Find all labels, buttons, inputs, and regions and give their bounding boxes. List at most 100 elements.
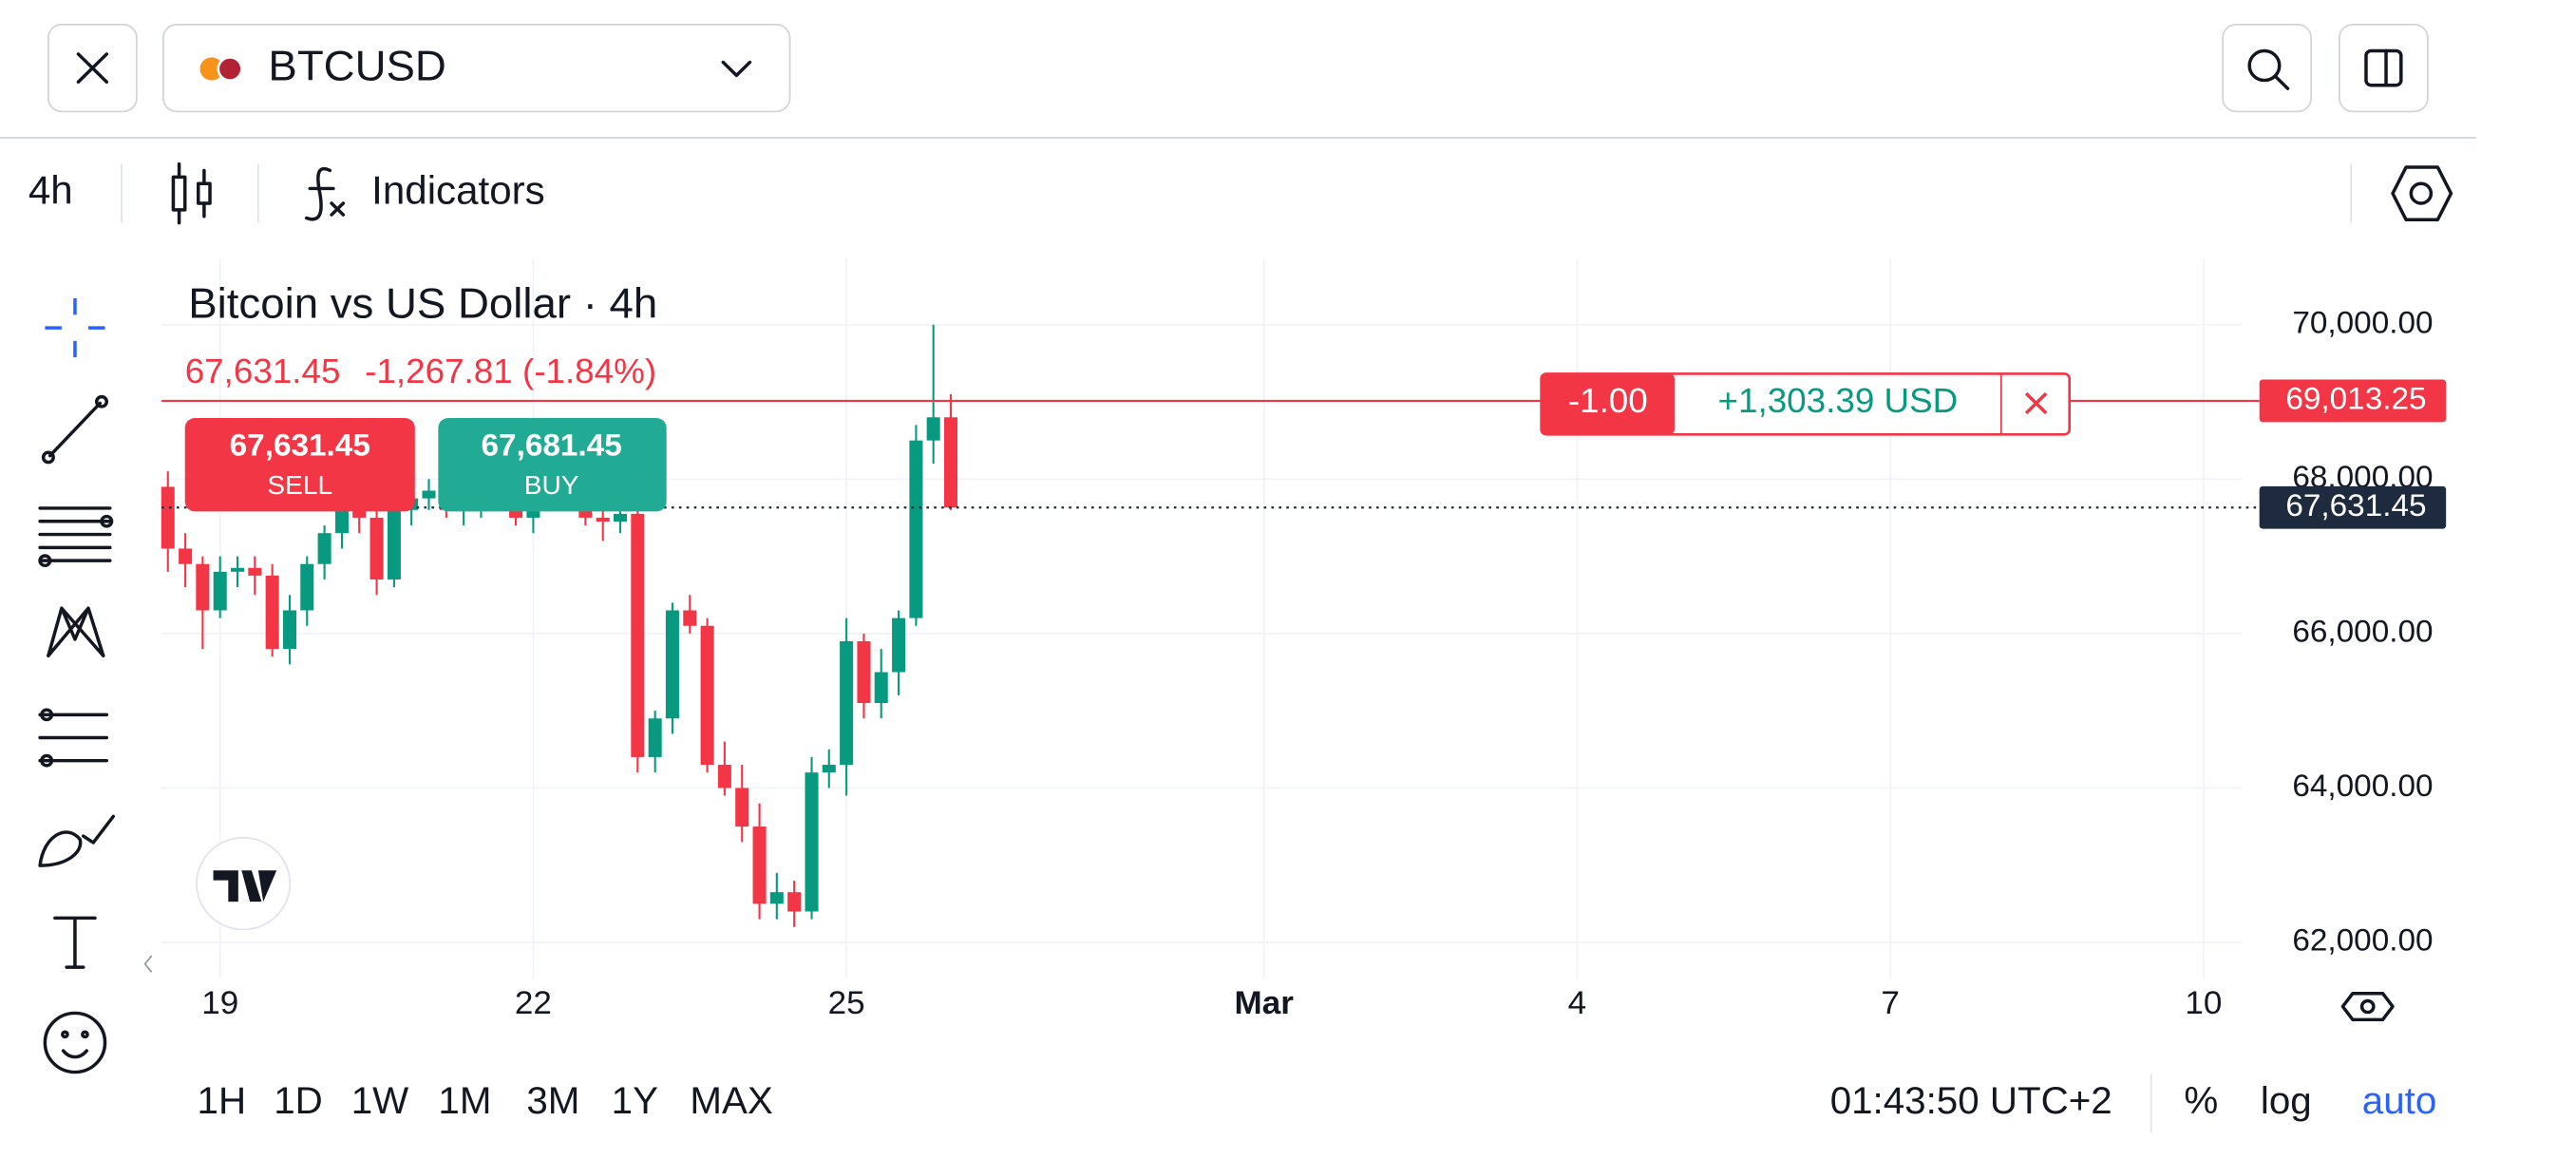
brush-tool[interactable] <box>38 814 116 867</box>
candle-body <box>317 533 331 564</box>
search-icon <box>2247 48 2282 83</box>
candle-body <box>857 640 871 704</box>
log-toggle[interactable]: log <box>2261 1080 2312 1122</box>
candle-body <box>369 517 384 580</box>
y-tick-label: 70,000.00 <box>2292 306 2433 341</box>
candle-body <box>735 788 749 827</box>
range-button[interactable]: 3M <box>526 1080 579 1122</box>
candle-body <box>596 517 610 522</box>
position-qty: -1.00 <box>1568 381 1648 420</box>
x-tick-label: 7 <box>1881 985 1900 1021</box>
position-pnl: +1,303.39 USD <box>1718 381 1959 420</box>
tradingview-logo-mark <box>213 870 277 902</box>
close-icon <box>76 52 109 85</box>
interval-button[interactable]: 4h <box>28 168 73 213</box>
candle-body <box>300 563 314 611</box>
price-label: 67,631.45 <box>2285 488 2426 523</box>
x-tick-label: 4 <box>1568 985 1587 1021</box>
price-change: -1,267.81 (-1.84%) <box>365 352 656 390</box>
settings-icon[interactable] <box>2391 165 2453 221</box>
candle-body <box>700 625 714 766</box>
symbol-selector[interactable] <box>162 24 791 113</box>
indicators-icon[interactable] <box>305 167 346 221</box>
candle-body <box>387 509 401 580</box>
axis-settings-icon-center <box>2359 998 2376 1015</box>
panel-button[interactable] <box>2339 24 2429 113</box>
price-label-bg <box>2259 379 2447 423</box>
candle-body <box>179 548 193 564</box>
range-button[interactable]: 1H <box>198 1080 247 1122</box>
position-qty-bg <box>1541 373 1675 435</box>
candle-body <box>944 417 958 508</box>
candle-body <box>422 490 436 499</box>
candle-body <box>665 610 679 719</box>
chart-title: Bitcoin vs US Dollar · 4h <box>188 279 657 328</box>
settings-icon-center <box>2409 181 2434 205</box>
candle-body <box>631 513 645 757</box>
fib-tool[interactable] <box>38 506 114 568</box>
clock: 01:43:50 UTC+2 <box>1830 1080 2112 1122</box>
candle-body <box>196 563 210 611</box>
scroll-left-icon[interactable] <box>143 955 153 973</box>
trend-line-tool[interactable] <box>41 394 109 465</box>
x-tick-label: 25 <box>828 985 865 1021</box>
candle-body <box>840 640 854 766</box>
pattern-tool[interactable] <box>47 606 105 657</box>
search-icon-handle <box>2274 75 2290 90</box>
buy-price: 67,681.45 <box>482 428 622 464</box>
candle-body <box>822 765 836 773</box>
indicators-button[interactable]: Indicators <box>371 168 544 213</box>
sell-price: 67,631.45 <box>230 428 370 464</box>
sell-button[interactable] <box>184 418 415 512</box>
candle-body <box>892 618 906 673</box>
text-tool[interactable] <box>53 916 97 969</box>
range-bar: 1H 1D 1W 1M 3M 1Y MAX <box>198 1080 773 1122</box>
range-button[interactable]: MAX <box>690 1080 772 1122</box>
usd-icon <box>217 56 243 82</box>
candle-body <box>874 672 888 704</box>
buy-button[interactable] <box>438 418 667 512</box>
percent-toggle[interactable]: % <box>2184 1080 2218 1122</box>
candle-body <box>213 571 227 611</box>
range-button[interactable]: 1D <box>274 1080 323 1122</box>
y-tick-label: 66,000.00 <box>2292 615 2433 650</box>
candle-body <box>683 610 697 626</box>
buy-label: BUY <box>524 470 579 500</box>
btc-icon <box>199 57 224 81</box>
prediction-tool[interactable] <box>38 708 109 768</box>
sell-label: SELL <box>267 470 332 500</box>
axis-settings-icon[interactable] <box>2340 991 2395 1022</box>
x-tick-label: 19 <box>201 985 238 1021</box>
auto-toggle[interactable]: auto <box>2362 1080 2436 1122</box>
candle-body <box>248 567 262 576</box>
x-tick-label: 10 <box>2185 985 2222 1021</box>
range-button[interactable]: 1M <box>438 1080 491 1122</box>
tradingview-logo[interactable] <box>196 836 292 931</box>
y-tick-label: 64,000.00 <box>2292 769 2433 804</box>
range-button[interactable]: 1W <box>351 1080 409 1122</box>
symbol: BTCUSD <box>268 42 445 90</box>
candle-body <box>231 567 245 572</box>
dropdown-chevron <box>721 60 752 78</box>
x-tick-label: 22 <box>515 985 552 1021</box>
price-label: 69,013.25 <box>2285 382 2426 417</box>
candle-body <box>717 765 731 788</box>
candle-body <box>769 892 784 904</box>
crosshair-tool[interactable] <box>45 298 105 358</box>
close-position-icon[interactable] <box>2024 391 2048 415</box>
range-button[interactable]: 1Y <box>612 1080 658 1122</box>
panel-icon <box>2364 48 2403 87</box>
last-price: 67,631.45 <box>185 352 341 390</box>
x-tick-label: Mar <box>1235 985 1295 1021</box>
candle-body <box>909 440 923 618</box>
candle-body <box>161 486 175 549</box>
chart-type-icon[interactable] <box>171 162 212 225</box>
candle-body <box>787 892 802 912</box>
candle-body <box>265 575 279 650</box>
emoji-tool[interactable] <box>43 1011 107 1074</box>
search-button[interactable] <box>2222 24 2312 113</box>
price-label-bg <box>2259 485 2447 529</box>
candle-body <box>282 610 297 650</box>
